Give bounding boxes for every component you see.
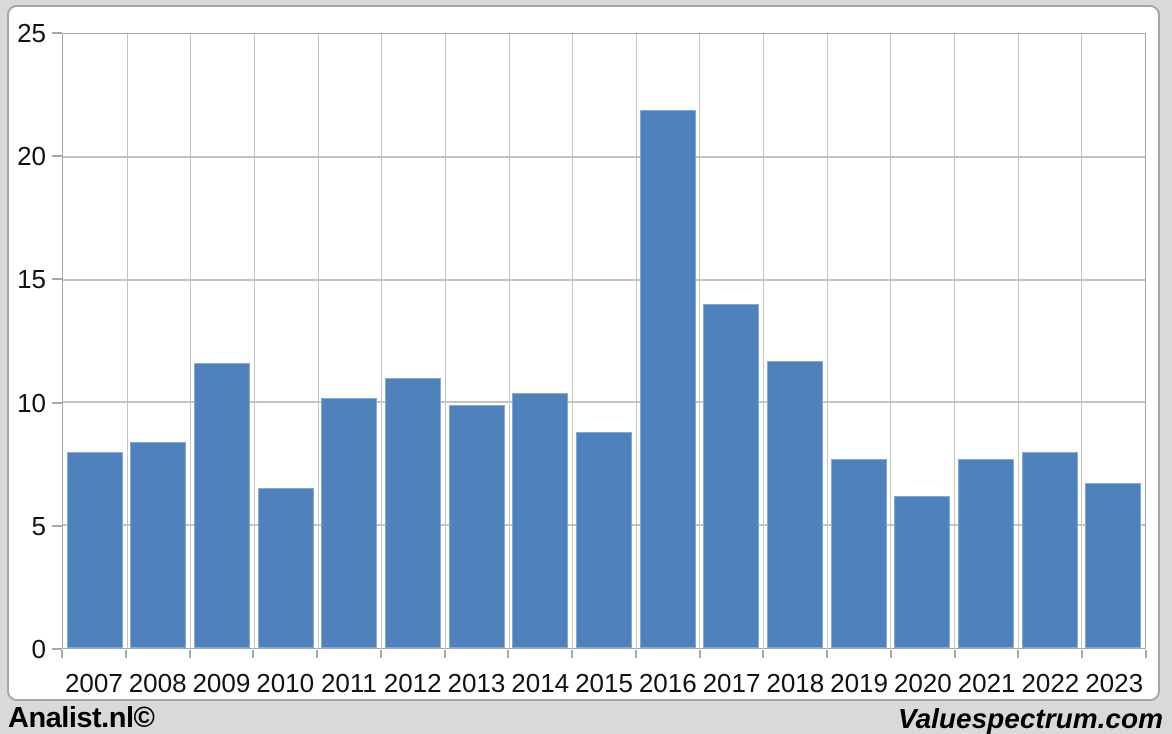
- bar-2019: [830, 458, 887, 648]
- gridline-col-2: [190, 34, 192, 648]
- x-tick-10: [698, 650, 701, 658]
- gridline-col-4: [317, 34, 319, 648]
- analist-watermark: Analist.nl©: [8, 702, 155, 734]
- x-tick-8: [571, 650, 574, 658]
- x-tick-label-2018: 2018: [766, 668, 825, 698]
- x-tick-label-2023: 2023: [1085, 668, 1144, 698]
- x-tick-2: [188, 650, 191, 658]
- bar-2009: [194, 363, 251, 648]
- valuespectrum-watermark: Valuespectrum.com: [897, 703, 1163, 734]
- gridline-col-15: [1017, 34, 1019, 648]
- x-tick-0: [61, 650, 63, 658]
- x-tick-label-2017: 2017: [702, 668, 761, 698]
- x-tick-label-2021: 2021: [957, 668, 1016, 698]
- x-tick-label-2009: 2009: [192, 668, 251, 698]
- bar-2014: [512, 392, 569, 648]
- y-tick-10: [52, 401, 62, 404]
- x-tick-label-2014: 2014: [511, 668, 570, 698]
- x-tick-label-2016: 2016: [638, 668, 697, 698]
- x-tick-label-2020: 2020: [893, 668, 952, 698]
- bar-2011: [321, 397, 378, 648]
- bar-2020: [894, 495, 951, 648]
- y-tick-label-5: 5: [31, 510, 46, 541]
- bar-2012: [385, 377, 442, 648]
- x-tick-9: [634, 650, 637, 658]
- x-tick-label-2010: 2010: [256, 668, 315, 698]
- bar-2017: [703, 304, 760, 648]
- x-tick-label-2019: 2019: [830, 668, 888, 698]
- x-tick-label-2012: 2012: [383, 668, 442, 698]
- bar-2021: [957, 458, 1014, 648]
- gridline-col-8: [572, 34, 574, 648]
- y-tick-label-0: 0: [31, 634, 46, 664]
- y-tick-15: [52, 278, 62, 281]
- bar-2018: [766, 360, 823, 648]
- x-tick-label-2015: 2015: [575, 668, 633, 698]
- y-tick-5: [52, 524, 62, 527]
- gridline-y-10: [63, 401, 1145, 404]
- x-tick-4: [316, 650, 319, 658]
- gridline-y-20: [63, 155, 1145, 158]
- gridline-col-13: [890, 34, 892, 648]
- bar-2023: [1085, 483, 1142, 648]
- y-tick-label-25: 25: [17, 18, 46, 48]
- gridline-col-5: [381, 34, 383, 648]
- bar-2015: [575, 431, 632, 648]
- bar-2010: [257, 488, 314, 648]
- gridline-col-1: [126, 34, 128, 648]
- gridline-col-14: [954, 34, 956, 648]
- x-tick-17: [1145, 650, 1147, 658]
- gridline-col-6: [444, 34, 446, 648]
- gridline-col-3: [253, 34, 255, 648]
- x-tick-label-2022: 2022: [1021, 668, 1080, 698]
- x-tick-6: [443, 650, 446, 658]
- x-tick-label-2007: 2007: [64, 668, 123, 698]
- x-tick-label-2008: 2008: [128, 668, 187, 698]
- x-tick-label-2011: 2011: [320, 668, 377, 698]
- x-tick-14: [953, 650, 956, 658]
- x-tick-3: [252, 650, 255, 658]
- x-tick-label-2013: 2013: [447, 668, 506, 698]
- y-tick-label-15: 15: [17, 264, 46, 295]
- x-tick-16: [1081, 650, 1084, 658]
- plot-area: [62, 33, 1146, 649]
- gridline-col-9: [635, 34, 637, 648]
- x-tick-1: [124, 650, 127, 658]
- y-tick-label-10: 10: [17, 387, 46, 418]
- bar-2016: [639, 110, 696, 648]
- bar-2022: [1021, 451, 1078, 648]
- gridline-col-11: [763, 34, 765, 648]
- y-tick-20: [52, 155, 62, 158]
- gridline-col-12: [826, 34, 828, 648]
- x-tick-15: [1017, 650, 1020, 658]
- x-tick-5: [379, 650, 382, 658]
- y-tick-label-20: 20: [17, 141, 46, 172]
- x-tick-7: [507, 650, 510, 658]
- gridline-y-15: [63, 278, 1145, 281]
- gridline-col-16: [1081, 34, 1083, 648]
- bar-2013: [448, 404, 505, 648]
- gridline-col-7: [508, 34, 510, 648]
- bar-2008: [130, 441, 187, 648]
- gridline-col-10: [699, 34, 701, 648]
- bar-2007: [66, 451, 123, 648]
- x-tick-12: [826, 650, 829, 658]
- y-tick-0: [52, 648, 62, 650]
- y-tick-25: [52, 32, 62, 34]
- x-tick-11: [762, 650, 765, 658]
- x-tick-13: [889, 650, 892, 658]
